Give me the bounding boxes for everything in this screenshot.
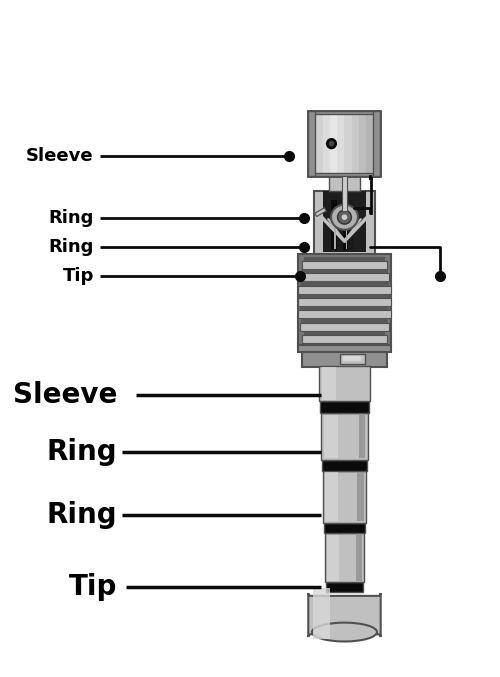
Bar: [374, 111, 380, 176]
Bar: [320, 401, 368, 413]
Bar: [300, 282, 389, 286]
Bar: [302, 318, 388, 323]
Bar: [308, 113, 316, 175]
Bar: [308, 111, 380, 176]
Text: Sleeve: Sleeve: [12, 381, 117, 409]
Bar: [338, 113, 344, 175]
Bar: [352, 113, 359, 175]
Bar: [322, 368, 336, 399]
Ellipse shape: [326, 138, 337, 150]
Bar: [314, 588, 330, 638]
Bar: [302, 261, 386, 269]
Bar: [342, 176, 347, 211]
Bar: [298, 298, 391, 306]
Bar: [360, 414, 366, 458]
Bar: [304, 330, 386, 335]
Bar: [322, 191, 366, 253]
Bar: [342, 200, 348, 250]
Bar: [324, 523, 366, 533]
Bar: [298, 345, 391, 352]
Bar: [299, 294, 390, 298]
Text: Sleeve: Sleeve: [26, 147, 94, 165]
Bar: [310, 173, 380, 176]
Bar: [320, 366, 370, 401]
Bar: [332, 200, 337, 250]
Bar: [323, 471, 366, 523]
Bar: [330, 175, 360, 191]
Bar: [316, 113, 323, 175]
Ellipse shape: [338, 211, 351, 224]
Bar: [298, 286, 390, 294]
Bar: [330, 113, 338, 175]
Ellipse shape: [342, 215, 347, 220]
Bar: [300, 323, 389, 330]
Ellipse shape: [331, 204, 358, 230]
Bar: [314, 191, 374, 254]
Bar: [366, 113, 374, 175]
Bar: [344, 113, 352, 175]
Bar: [300, 274, 389, 282]
Bar: [322, 460, 367, 471]
Bar: [327, 536, 339, 581]
Bar: [334, 223, 336, 248]
Bar: [346, 223, 347, 248]
Text: Ring: Ring: [48, 209, 94, 227]
FancyBboxPatch shape: [308, 593, 380, 637]
Bar: [374, 113, 380, 175]
Text: Tip: Tip: [62, 267, 94, 284]
Bar: [322, 413, 368, 460]
Bar: [340, 354, 365, 364]
Bar: [300, 306, 389, 310]
Ellipse shape: [312, 623, 377, 642]
Bar: [315, 208, 326, 217]
Text: Ring: Ring: [46, 437, 117, 466]
Bar: [324, 533, 364, 582]
Bar: [298, 254, 391, 345]
Bar: [310, 111, 380, 114]
Bar: [323, 113, 330, 175]
Bar: [356, 536, 362, 581]
Ellipse shape: [328, 141, 334, 146]
Bar: [304, 257, 386, 261]
Bar: [358, 473, 364, 521]
Bar: [308, 111, 380, 176]
Bar: [359, 113, 366, 175]
Text: Ring: Ring: [46, 500, 117, 529]
Bar: [348, 200, 354, 250]
Text: Ring: Ring: [48, 238, 94, 257]
Bar: [326, 473, 338, 521]
Bar: [298, 310, 390, 318]
Bar: [302, 269, 388, 274]
Bar: [337, 200, 342, 250]
Bar: [326, 582, 363, 592]
Bar: [342, 356, 361, 361]
Bar: [324, 414, 338, 458]
Bar: [302, 335, 386, 343]
Bar: [302, 351, 388, 367]
Bar: [308, 111, 316, 176]
Text: Tip: Tip: [68, 573, 117, 600]
